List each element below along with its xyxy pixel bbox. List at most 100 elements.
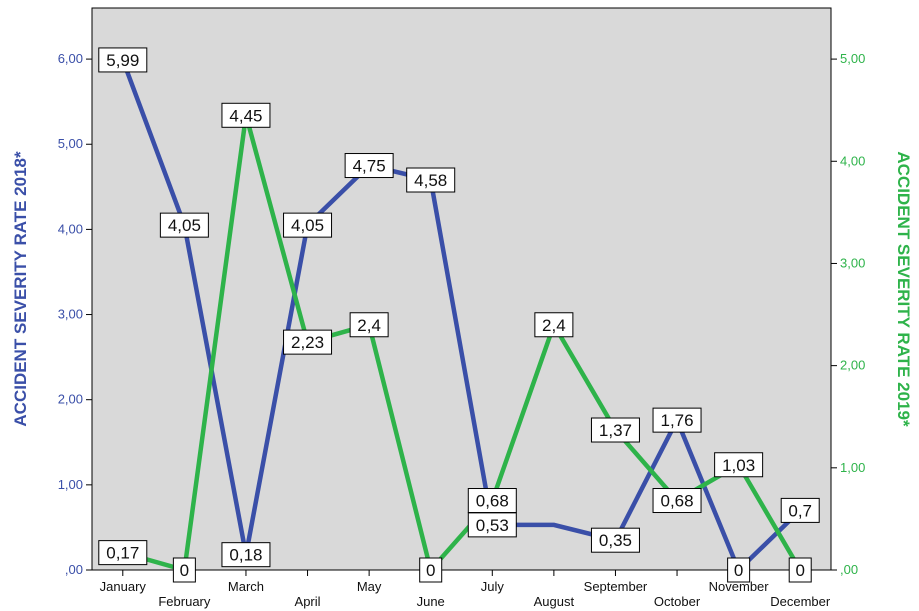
data-label-box — [590, 417, 640, 443]
data-label-text: 2,4 — [542, 316, 566, 335]
x-axis-category-label: February — [158, 594, 211, 609]
data-label: 4,75 — [344, 153, 394, 179]
x-axis-category-label: October — [654, 594, 701, 609]
right-axis-tick-label: 3,00 — [840, 255, 865, 270]
data-label-text: 0,18 — [229, 546, 262, 565]
x-axis-category-label: April — [295, 594, 321, 609]
data-label-box — [652, 407, 702, 433]
data-label-text: 0 — [734, 561, 743, 580]
data-label-text: 4,75 — [353, 157, 386, 176]
left-axis-tick-label: 3,00 — [58, 307, 83, 322]
data-label: 2,4 — [349, 312, 389, 338]
data-label-box — [788, 557, 812, 583]
data-label-text: 1,37 — [599, 421, 632, 440]
data-label-box — [652, 488, 702, 514]
x-axis-category-label: August — [534, 594, 575, 609]
data-label-text: 0 — [795, 561, 804, 580]
data-label-text: 0 — [180, 561, 189, 580]
right-axis-tick-label: 4,00 — [840, 153, 865, 168]
data-label-text: 5,99 — [106, 51, 139, 70]
data-label-box — [534, 312, 574, 338]
left-axis-tick-label: 6,00 — [58, 51, 83, 66]
data-label: 0,53 — [467, 512, 517, 538]
data-label: 4,45 — [221, 102, 271, 128]
x-axis-category-label: June — [417, 594, 445, 609]
data-label: 0,35 — [590, 527, 640, 553]
plot-background — [91, 7, 832, 571]
x-axis-category-label: July — [481, 579, 505, 594]
left-axis-tick-label: 4,00 — [58, 221, 83, 236]
series-line-2018 — [120, 59, 802, 574]
data-label-text: 4,05 — [291, 216, 324, 235]
data-label: 0 — [419, 557, 443, 583]
x-axis-category-label: January — [100, 579, 147, 594]
data-label-box — [406, 167, 456, 193]
data-label-box — [467, 488, 517, 514]
right-axis-title: ACCIDENT SEVERITY RATE 2019* — [894, 151, 913, 427]
data-label: 0,7 — [780, 497, 820, 523]
left-axis-tick-label: 1,00 — [58, 477, 83, 492]
data-label: 2,23 — [283, 329, 333, 355]
data-label-text: 0,68 — [660, 492, 693, 511]
data-label-text: 0,35 — [599, 531, 632, 550]
data-label-box — [98, 47, 148, 73]
data-label-text: 0,17 — [106, 544, 139, 563]
data-label-box — [714, 452, 764, 478]
x-axis-category-label: November — [709, 579, 770, 594]
data-label: 1,03 — [714, 452, 764, 478]
data-label-text: 0,53 — [476, 516, 509, 535]
data-label: 0,18 — [221, 542, 271, 568]
right-axis-tick-label: 2,00 — [840, 358, 865, 373]
data-label: 5,99 — [98, 47, 148, 73]
data-label-box — [172, 557, 196, 583]
data-label-box — [221, 542, 271, 568]
data-label-box — [419, 557, 443, 583]
data-label: 4,05 — [283, 212, 333, 238]
data-label-text: 0 — [426, 561, 435, 580]
data-label: 4,05 — [159, 212, 209, 238]
data-label: 0,17 — [98, 540, 148, 566]
data-label-text: 4,45 — [229, 106, 262, 125]
data-label-text: 4,05 — [168, 216, 201, 235]
left-axis-tick-label: 2,00 — [58, 392, 83, 407]
left-axis-title: ACCIDENT SEVERITY RATE 2018* — [11, 151, 30, 427]
right-axis-tick-label: 1,00 — [840, 460, 865, 475]
data-label-text: 2,4 — [357, 316, 381, 335]
data-label: 0 — [788, 557, 812, 583]
data-label-box — [283, 212, 333, 238]
x-axis-category-label: September — [584, 579, 648, 594]
data-label-text: 1,76 — [660, 411, 693, 430]
data-label-box — [344, 153, 394, 179]
data-label-box — [780, 497, 820, 523]
data-label-text: 4,58 — [414, 171, 447, 190]
data-label: 1,76 — [652, 407, 702, 433]
data-labels: 5,99 4,05 0,18 4,05 4,75 4,58 0,53 0,35 1,76 0 0,7… — [98, 47, 820, 583]
x-axis-category-label: May — [357, 579, 382, 594]
data-label-box — [590, 527, 640, 553]
data-label: 0 — [727, 557, 751, 583]
data-label: 4,58 — [406, 167, 456, 193]
axes-layer: ,00 1,00 2,00 3,00 4,00 5,00 6,00 ,00 1,00 2,00 3,… — [58, 51, 866, 609]
right-axis-tick-label: ,00 — [840, 562, 858, 577]
x-axis-category-label: December — [770, 594, 831, 609]
data-label: 0 — [172, 557, 196, 583]
data-label: 2,4 — [534, 312, 574, 338]
data-label-box — [727, 557, 751, 583]
data-label-text: 2,23 — [291, 333, 324, 352]
data-label: 1,37 — [590, 417, 640, 443]
x-axis-category-label: March — [228, 579, 264, 594]
data-label: 0,68 — [652, 488, 702, 514]
right-axis-tick-label: 5,00 — [840, 51, 865, 66]
data-label-box — [159, 212, 209, 238]
left-axis-tick-label: 5,00 — [58, 136, 83, 151]
data-label-box — [98, 540, 148, 566]
data-label-box — [221, 102, 271, 128]
data-label-box — [349, 312, 389, 338]
data-label-text: 0,7 — [788, 501, 812, 520]
data-label-text: 0,68 — [476, 492, 509, 511]
data-label-text: 1,03 — [722, 456, 755, 475]
data-label: 0,68 — [467, 488, 517, 514]
data-label-box — [283, 329, 333, 355]
left-axis-tick-label: ,00 — [65, 562, 83, 577]
